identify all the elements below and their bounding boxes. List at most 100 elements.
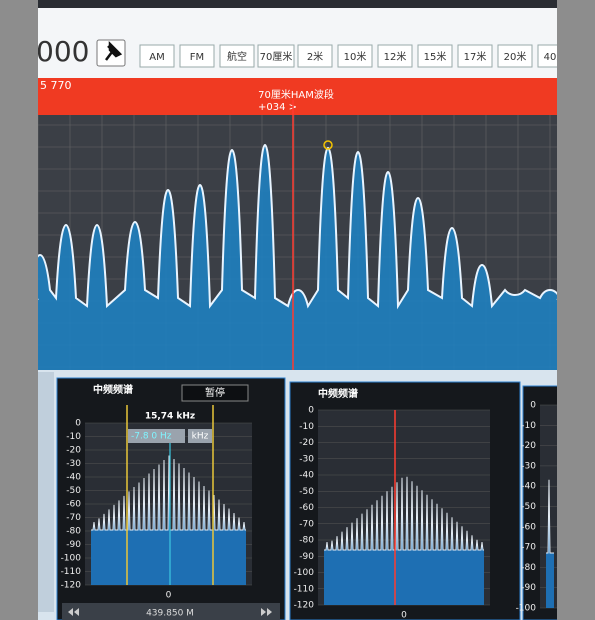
band-button[interactable]: 航空 [219,44,255,68]
spectrum-fill [38,145,557,383]
y-tick-label: -100 [294,568,315,578]
y-tick-label: 0 [75,419,81,429]
peak-marker [323,140,333,150]
side-strip [38,372,54,612]
unit-button-label: kHz [192,432,209,442]
y-tick-label: -20 [299,438,314,448]
frequency-bar [62,603,280,620]
y-tick-label: -10 [299,422,314,432]
spectrum [38,115,557,383]
band-button[interactable]: 40米 [537,44,572,68]
y-tick-label: -90 [299,552,314,562]
if-spectrum-fill [546,479,554,608]
band-button-bg [179,44,215,68]
band-button-bg [417,44,453,68]
y-tick-label: -60 [521,522,536,532]
offset-label: -7.8 0 Hz [131,432,172,442]
y-tick-label: -100 [61,554,82,564]
y-tick-label: -110 [61,567,82,577]
band-button[interactable]: FM [179,44,215,68]
scroll-right[interactable] [261,608,272,616]
band-button-bg [457,44,493,68]
band-bar [38,78,557,115]
band-button-bg [219,44,255,68]
if-spectrum-line [546,479,554,554]
band-button[interactable]: 10米 [337,44,373,68]
band-left-label: 5 770 [40,79,72,92]
y-tick-label: -50 [299,487,314,497]
band-button-label: 20米 [504,50,527,63]
left-bezel [0,0,38,620]
spectrum-line [38,143,557,310]
y-tick-label: -100 [516,604,537,614]
band-button-label: 10米 [344,50,367,63]
y-tick-label: -90 [66,540,81,550]
unit-button-bg [188,429,212,443]
band-button-bg [257,44,295,68]
unit-button[interactable]: kHz [188,429,212,443]
y-tick-label: -120 [61,581,82,591]
band-button-label: 15米 [424,50,447,63]
pause-button[interactable]: 暂停 [181,384,249,402]
y-tick-label: -70 [66,513,81,523]
y-tick-label: -110 [294,584,315,594]
y-tick-label: -120 [294,601,315,611]
scroll-left[interactable] [68,608,79,616]
panel-title: 中频频谱 [93,383,133,396]
center-label: 0 [166,591,172,601]
band-button[interactable]: AM [139,44,175,68]
y-tick-label: -50 [521,502,536,512]
y-tick-label: -20 [521,441,536,451]
panel-title: 中频频谱 [318,387,358,400]
y-tick-label: -40 [521,482,536,492]
if-spectrum-line [324,476,484,551]
frequency-display: 000 [36,35,89,68]
y-tick-label: -60 [66,500,81,510]
band-button[interactable]: 70厘米 [257,44,295,68]
band-button-bg [297,44,333,68]
band-button-label: 70厘米 [260,50,293,63]
band-button-bg [139,44,175,68]
band-button[interactable]: 17米 [457,44,493,68]
band-button-label: 2米 [307,50,323,63]
y-tick-label: -40 [299,471,314,481]
band-button[interactable]: 12米 [377,44,413,68]
bandwidth-label: 15,74 kHz [145,412,195,422]
y-tick-label: -30 [299,454,314,464]
pin-button[interactable] [96,39,126,67]
y-tick-label: 0 [308,406,314,416]
if-spectrum-line [91,455,246,531]
band-button[interactable]: 20米 [497,44,533,68]
right-bezel [557,0,595,620]
band-button-label: 17米 [464,50,487,63]
y-tick-label: -70 [299,519,314,529]
band-button-label: 航空 [227,50,247,63]
frequency-label: 439.850 M [146,609,194,619]
y-tick-label: -90 [521,583,536,593]
pause-button-bg [181,384,249,402]
band-button-bg [377,44,413,68]
y-tick-label: -80 [66,527,81,537]
y-tick-label: -80 [299,536,314,546]
band-button-label: FM [190,52,204,63]
y-tick-label: -40 [66,473,81,483]
y-tick-label: -80 [521,563,536,573]
pause-button-label: 暂停 [205,386,225,399]
band-button-bg [337,44,373,68]
band-button[interactable]: 15米 [417,44,453,68]
y-tick-label: -30 [66,459,81,469]
y-tick-label: -60 [299,503,314,513]
y-tick-label: -10 [66,432,81,442]
band-name: 70厘米HAM波段 [258,88,334,101]
band-button-label: 40米 [544,50,567,63]
offset-box [128,429,185,443]
band-button-bg [537,44,557,68]
y-tick-label: 0 [530,401,536,411]
if-spectrum-fill [324,476,484,605]
band-button[interactable]: 2米 [297,44,333,68]
y-tick-label: -30 [521,461,536,471]
y-tick-label: -10 [521,421,536,431]
band-button-bg [497,44,533,68]
app: 000 5 770 70厘米HAM波段 +034 > AM FM 航空 70厘米 2米 1… [36,0,572,620]
